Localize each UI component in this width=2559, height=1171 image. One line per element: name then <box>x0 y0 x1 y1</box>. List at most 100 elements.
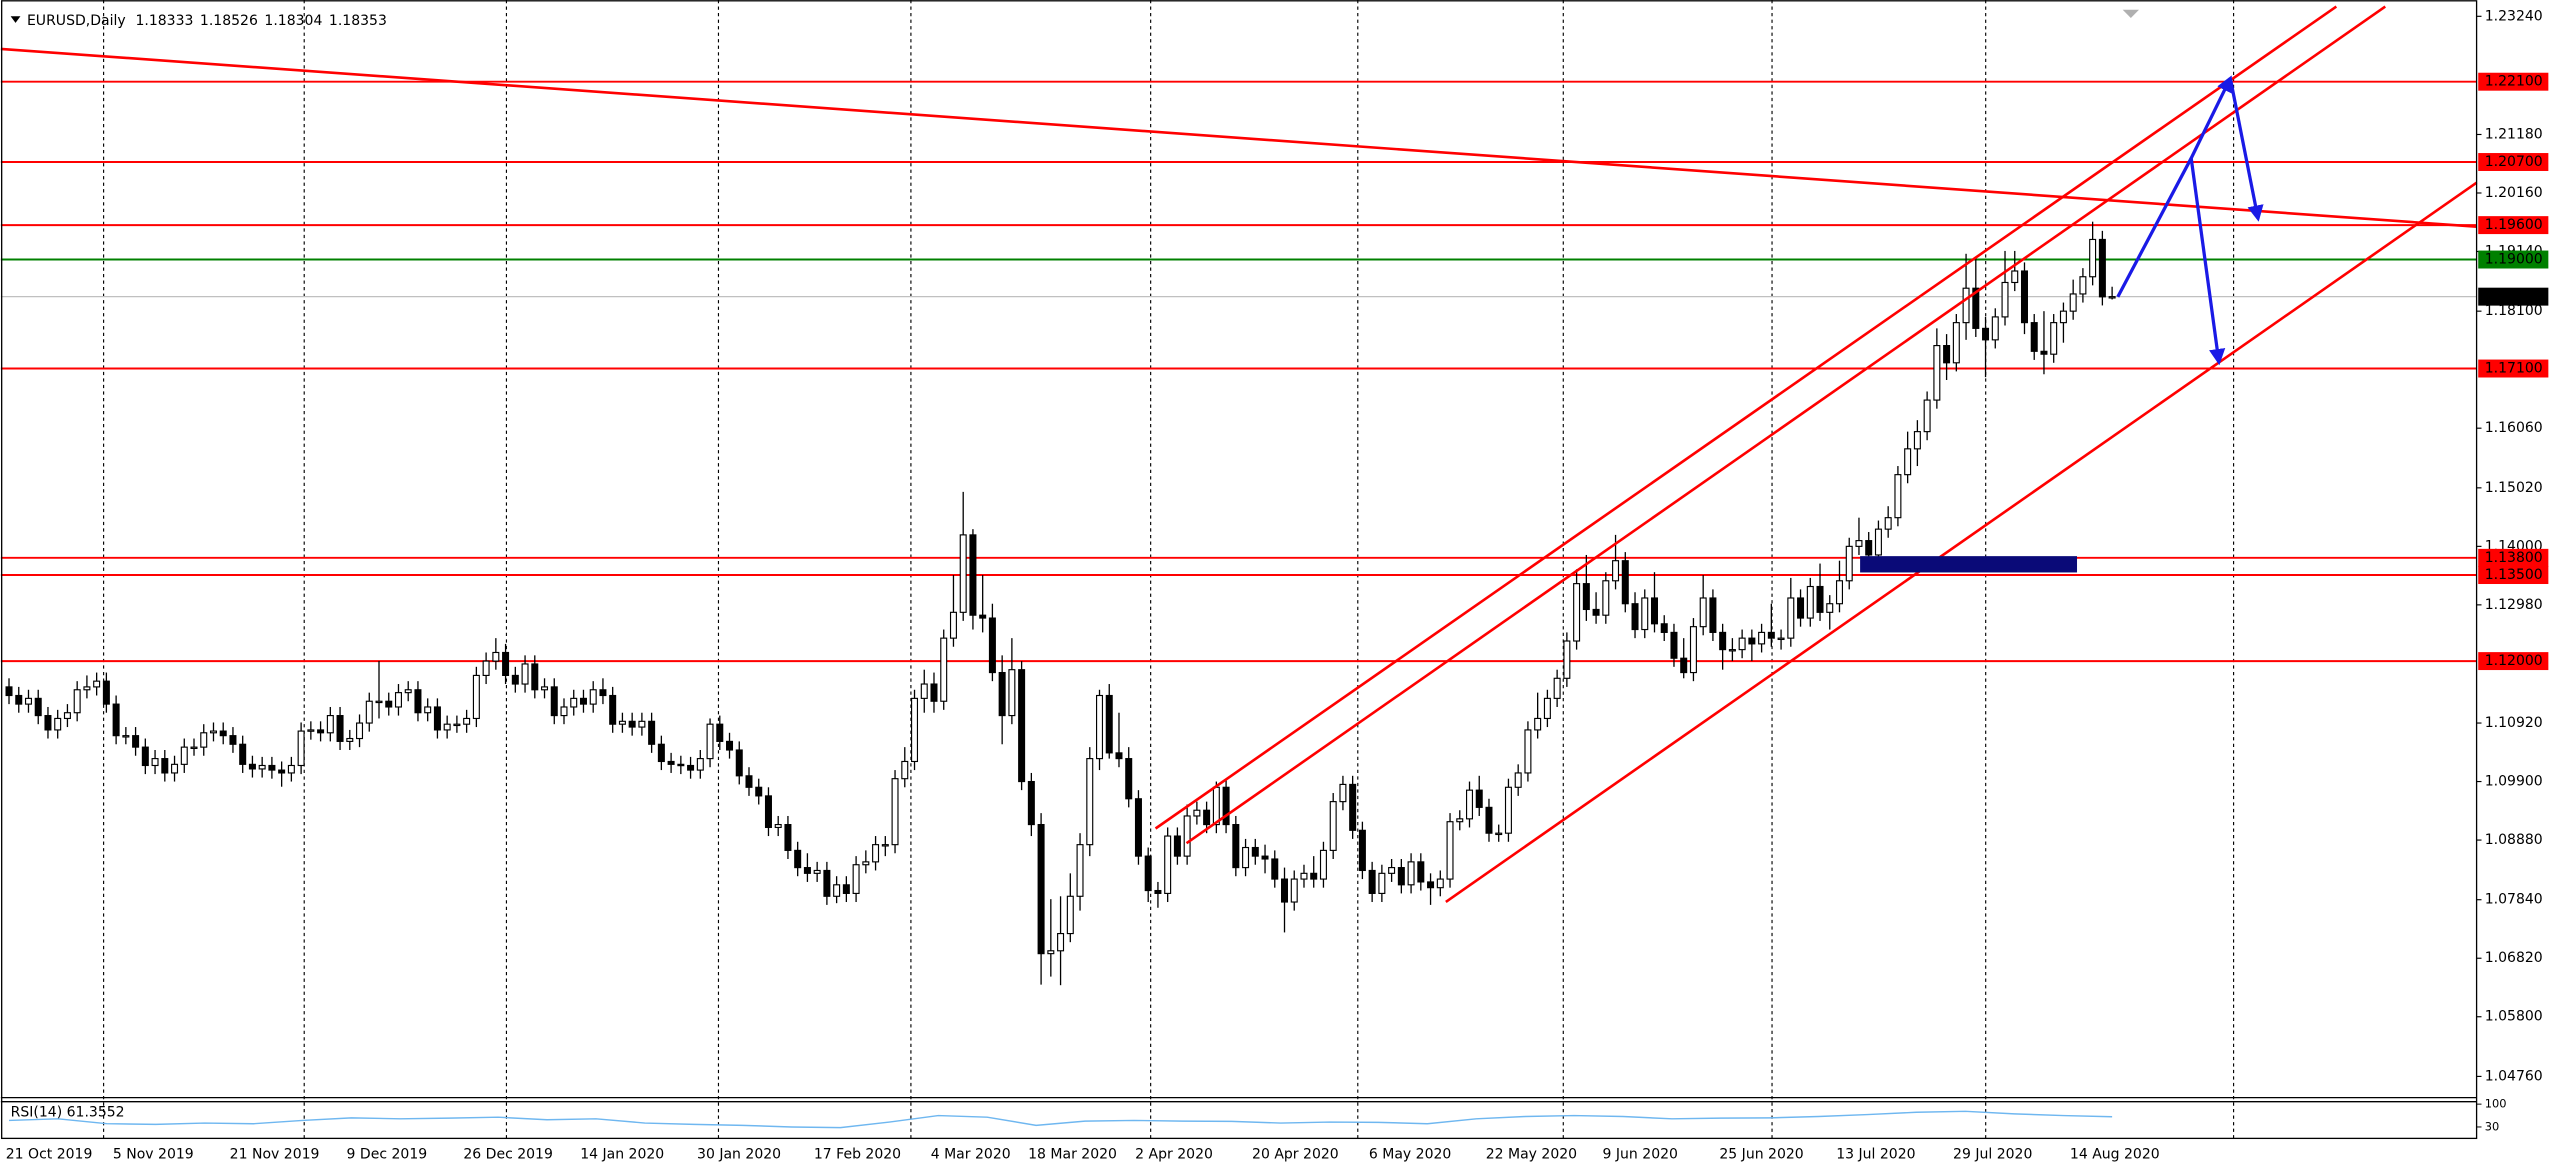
candle-body <box>1514 772 1522 788</box>
candle-body <box>180 746 188 765</box>
x-tick-label: 5 Nov 2019 <box>113 1147 194 1163</box>
candle-body <box>258 764 266 770</box>
candle-body <box>1719 631 1727 651</box>
y-tick-label: 1.15020 <box>2485 480 2543 496</box>
open-value: 1.18333 <box>135 13 193 29</box>
candle-body <box>1874 528 1882 556</box>
candle-body <box>1670 631 1678 659</box>
candle-body <box>1076 844 1084 897</box>
candle-body <box>424 706 432 714</box>
candle-body <box>15 694 23 705</box>
x-tick-label: 22 May 2020 <box>1486 1147 1577 1163</box>
candle-body <box>44 715 52 731</box>
candle-body <box>872 844 880 863</box>
candle-body <box>696 758 704 771</box>
candle-body <box>433 706 441 731</box>
candle-body <box>1650 597 1659 625</box>
candle-body <box>1193 809 1201 817</box>
candle-body <box>1358 829 1366 872</box>
chart-title: EURUSD,Daily <box>27 13 126 29</box>
candle-body <box>1758 631 1766 645</box>
candle-body <box>1991 316 1999 341</box>
x-tick-label: 29 Jul 2020 <box>1953 1147 2032 1163</box>
chart-header: EURUSD,Daily 1.18333 1.18526 1.18304 1.18353 <box>27 13 387 29</box>
candle-body <box>677 763 685 767</box>
candle-body <box>959 534 967 613</box>
x-tick-label: 20 Apr 2020 <box>1252 1147 1339 1163</box>
candle-body <box>307 729 315 732</box>
level-label: 1.17100 <box>2485 361 2543 377</box>
candle-body <box>1446 821 1454 880</box>
level-label: 1.19600 <box>2485 217 2543 233</box>
candle-body <box>803 867 811 874</box>
candle-body <box>628 720 636 728</box>
y-tick-label: 1.07840 <box>2485 892 2543 908</box>
trend-line <box>1154 5 2338 830</box>
y-tick-label: 1.09900 <box>2485 774 2543 790</box>
x-tick-label: 17 Feb 2020 <box>814 1147 901 1163</box>
candle-body <box>73 689 81 714</box>
x-tick-label: 30 Jan 2020 <box>697 1147 781 1163</box>
candle-body <box>1767 631 1775 639</box>
candle-body <box>920 683 928 699</box>
candle-body <box>200 732 208 748</box>
candle-body <box>93 680 101 688</box>
candle-body <box>1261 855 1269 860</box>
candle-body <box>24 697 32 705</box>
candle-body <box>1602 580 1610 616</box>
candle-body <box>1982 327 1990 341</box>
candle-body <box>521 663 529 685</box>
candle-body <box>1728 649 1736 652</box>
close-value: 1.18353 <box>329 13 387 29</box>
candle-body <box>1884 517 1892 530</box>
indicator-tick-label: 100 <box>2485 1097 2507 1111</box>
candle-body <box>1709 597 1717 633</box>
candle-body <box>453 723 461 727</box>
candle-body <box>1212 786 1220 826</box>
candle-body <box>1037 824 1045 955</box>
candle-body <box>1300 872 1308 880</box>
candle-body <box>502 651 510 676</box>
level-label-box <box>2478 359 2549 378</box>
candle-body <box>1203 809 1211 826</box>
candle-body <box>1310 872 1318 880</box>
candle-body <box>171 763 179 774</box>
candle-body <box>2050 322 2058 355</box>
x-tick-label: 14 Jan 2020 <box>580 1147 664 1163</box>
low-value: 1.18304 <box>264 13 322 29</box>
x-tick-label: 21 Nov 2019 <box>230 1147 320 1163</box>
candle-body <box>764 795 772 829</box>
candle-body <box>287 764 295 774</box>
candle-body <box>1972 287 1980 329</box>
candle-body <box>1573 583 1581 642</box>
candle-body <box>1689 626 1697 674</box>
level-label: 1.12000 <box>2485 653 2543 669</box>
candle-body <box>823 869 831 897</box>
candle-body <box>657 743 665 763</box>
levels-layer <box>0 80 2477 663</box>
candle-body <box>1495 832 1503 836</box>
candle-body <box>891 778 899 846</box>
candle-body <box>774 824 782 829</box>
candle-body <box>2089 238 2097 278</box>
y-tick-label: 1.12980 <box>2485 597 2543 613</box>
candle-body <box>404 689 412 694</box>
candle-body <box>911 697 919 763</box>
frame <box>0 0 2478 1140</box>
candle-body <box>1621 560 1629 605</box>
candle-body <box>1125 758 1133 800</box>
candle-body <box>1592 608 1600 616</box>
candle-body <box>190 746 198 750</box>
candle-body <box>1281 878 1289 903</box>
candle-body <box>1378 872 1386 894</box>
candle-body <box>667 760 675 765</box>
candle-body <box>248 763 256 770</box>
candle-body <box>161 758 169 774</box>
x-tick-label: 13 Jul 2020 <box>1836 1147 1915 1163</box>
candle-body <box>560 706 568 717</box>
x-tick-label: 18 Mar 2020 <box>1028 1147 1117 1163</box>
trend-line <box>1445 181 2478 903</box>
y-tick-label: 1.20160 <box>2485 185 2543 201</box>
candle-body <box>54 717 62 731</box>
candle-body <box>2079 276 2087 295</box>
